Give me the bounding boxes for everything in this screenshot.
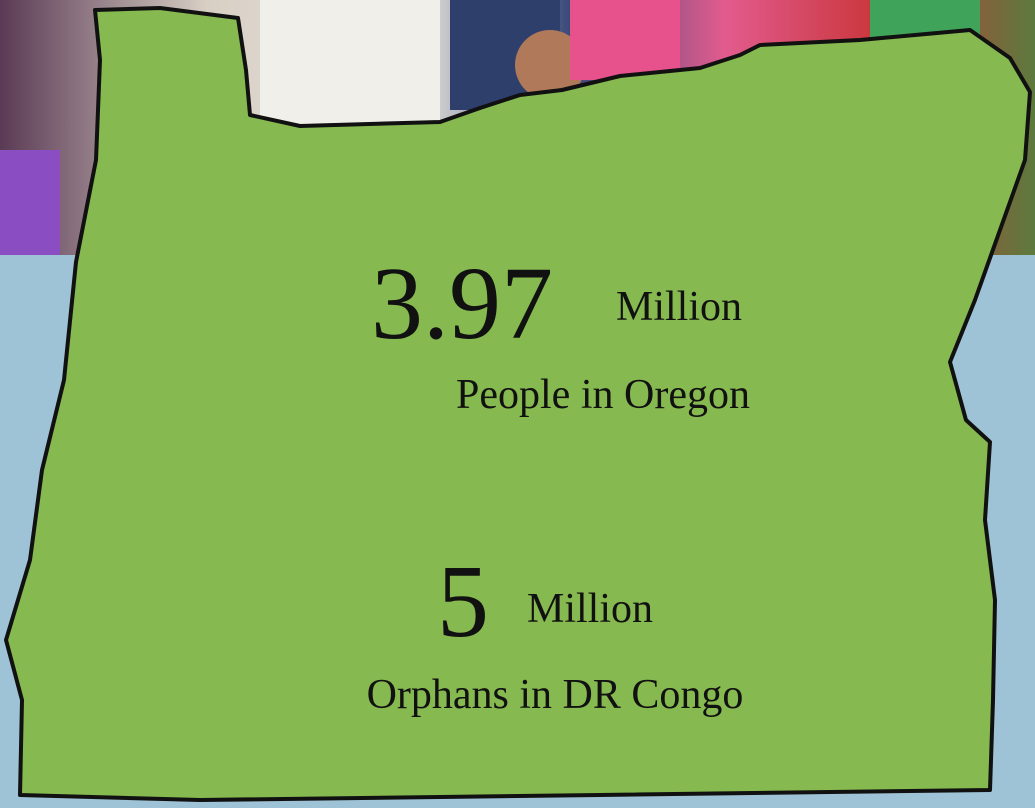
page: 3.97 Million People in Oregon 5 Million …: [0, 0, 1035, 808]
stat-unit: Million: [616, 284, 742, 330]
stat-number: 5: [437, 544, 489, 659]
infographic: 3.97 Million People in Oregon 5 Million …: [0, 0, 1035, 808]
stat-number: 3.97: [371, 246, 553, 361]
stat-label: People in Oregon: [456, 372, 750, 418]
stat-unit: Million: [527, 586, 653, 632]
stat-label: Orphans in DR Congo: [367, 672, 744, 718]
